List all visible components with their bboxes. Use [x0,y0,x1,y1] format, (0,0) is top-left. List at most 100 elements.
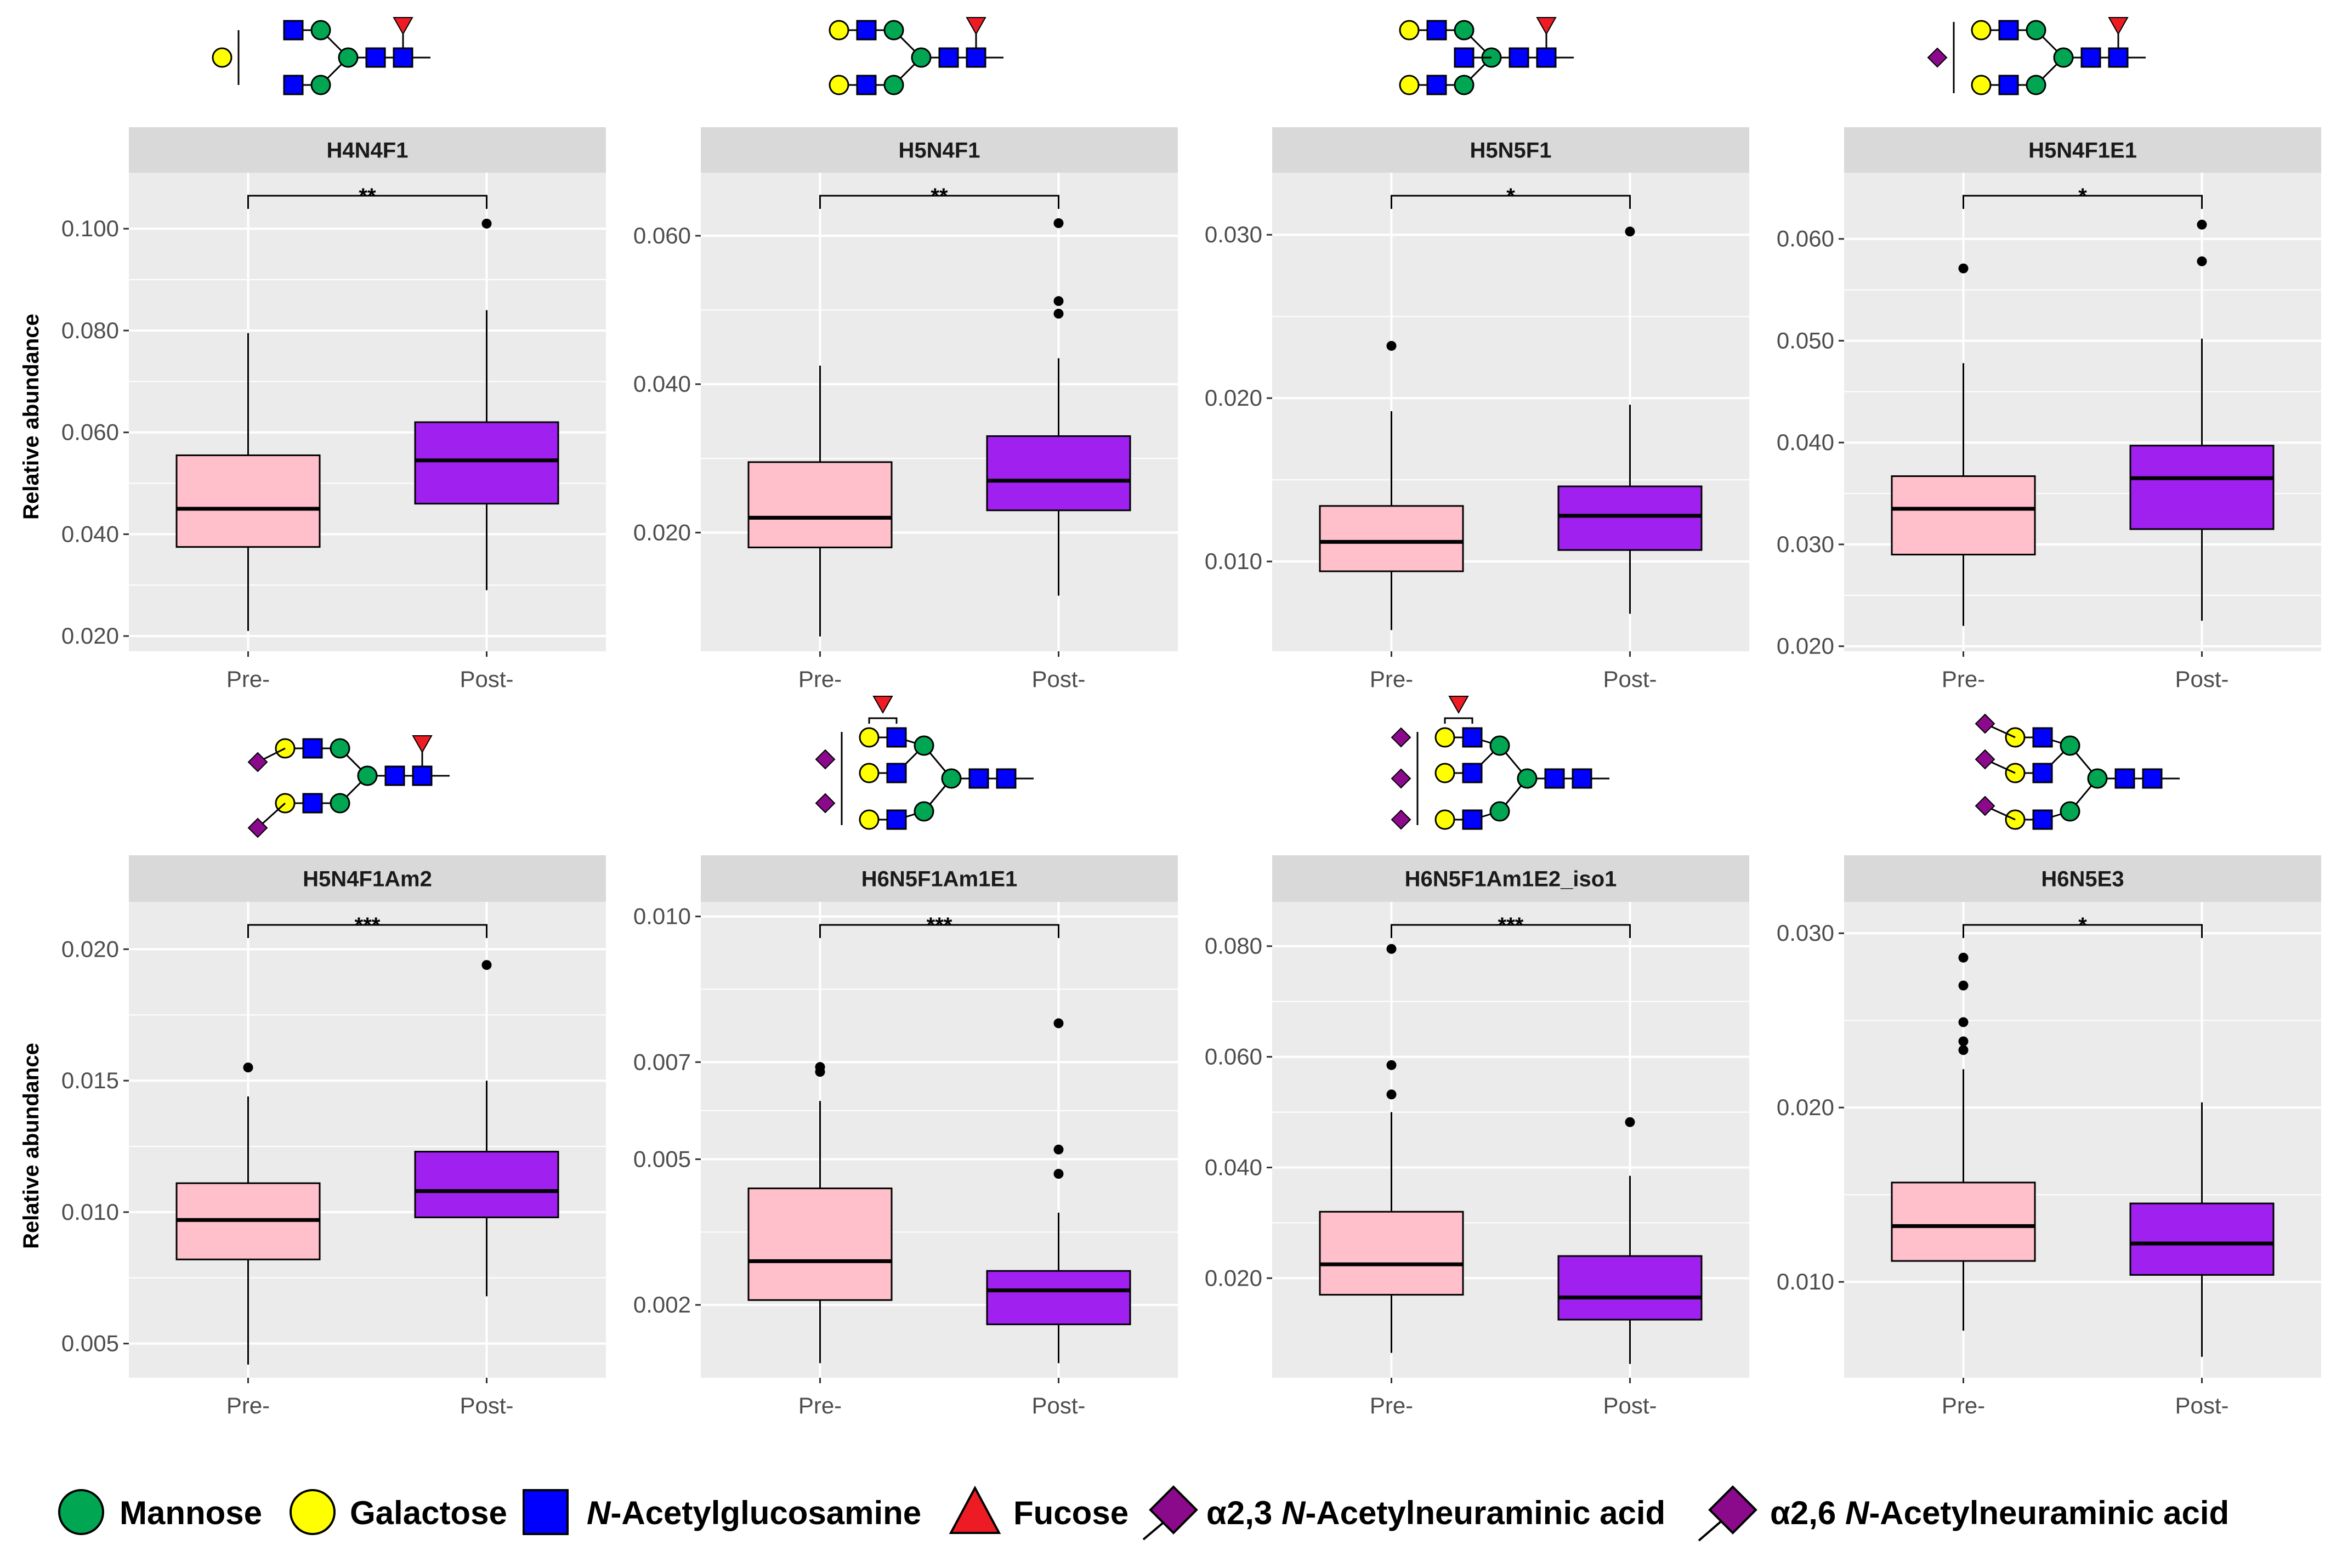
neuac-icon [1975,713,1995,734]
glcnac-icon [302,738,323,759]
neuac-icon [815,749,836,770]
neuac-icon [1391,768,1411,789]
triantennary-trisialylated-antenna-fucosylated-glycan-icon [1391,696,1609,830]
mannose-icon [2060,801,2080,822]
boxplot-pre [175,1063,321,1365]
fucose-bracket [868,717,898,724]
neuac-icon [247,752,268,772]
neuac-icon [1927,47,1948,68]
facet-strip [1272,855,1749,902]
neuac-icon [1975,749,1995,770]
facet-strip [129,127,606,173]
significance-label: *** [1498,913,1524,938]
significance-label: ** [931,184,948,208]
outlier-point [1053,1144,1064,1155]
mannose-icon [883,75,904,95]
fucose-icon [2108,17,2129,36]
y-tick-label: 0.040 [61,521,119,547]
y-tick-label: 0.015 [61,1067,119,1093]
bisected-digalactosylated-core-fucosylated-glycan-icon [1399,17,1574,95]
iqr-box [1557,485,1703,551]
facet-title: H6N5F1Am1E2_iso1 [1405,867,1617,891]
panel-h4n4f1: H4N4F1 0.020 0.040 0.060 0.080 0.100 ** Pre- Pos… [61,127,606,692]
legend-fucose-label: Fucose [1013,1495,1129,1531]
disialylated-a23-core-fucosylated-glycan-icon [247,735,450,838]
y-tick-label: 0.060 [1777,226,1834,252]
a26-neuac-icon [1708,1485,1757,1535]
facet-strip [1844,855,2321,902]
boxplot-post [1557,1117,1703,1364]
galactose-icon [829,20,849,41]
significance-bracket [247,924,487,938]
glcnac-icon [393,47,413,68]
mannose-icon [911,47,932,68]
mannose-icon [883,20,904,41]
mannose-icon [2026,75,2046,95]
facet-title: H4N4F1 [327,139,409,163]
iqr-box [414,421,559,505]
legend-glcnac: N-Acetylglucosamine [523,1489,921,1535]
outlier-point [1053,1018,1064,1029]
mannose-icon [2060,735,2080,756]
outlier-point [481,960,492,970]
mannose-icon [330,793,350,814]
mannose-icon [58,1489,104,1535]
significance-bracket [247,195,487,209]
significance-label: *** [927,913,952,938]
outlier-point [481,218,492,229]
iqr-box [747,1188,893,1301]
fucose-icon [949,1485,1001,1534]
y-tick-label: 0.080 [61,317,119,343]
mannose-icon [2026,20,2046,41]
y-tick-label: 0.020 [1777,1094,1834,1120]
x-tick-label: Pre- [226,666,270,692]
y-tick-label: 0.010 [1777,1269,1834,1294]
boxplot-post [2129,219,2275,621]
galactose-icon [859,727,880,748]
fucose-icon [393,17,413,36]
glcnac-icon [886,809,907,830]
significance-bracket [1391,924,1631,938]
glcnac-icon [1509,47,1529,68]
mannose-icon [941,768,962,789]
fucose-icon [872,696,893,714]
panel-h5n5f1: H5N5F1 0.010 0.020 0.030 * Pre- Post- [1205,127,1749,692]
legend-glcnac-label: N-Acetylglucosamine [587,1495,921,1531]
fucose-bracket [1444,717,1473,724]
y-tick-label: 0.040 [1205,1154,1262,1180]
y-tick-label: 0.020 [633,519,691,545]
galactose-icon [1399,75,1420,95]
glcnac-icon [1998,20,2019,41]
boxplot-pre [747,1062,893,1364]
legend-fucose: Fucose [949,1485,1129,1534]
significance-bracket [819,195,1059,209]
glcnac-icon [1426,75,1447,95]
fucose-icon [966,17,986,36]
panel-h6n5e3: H6N5E3 0.010 0.020 0.030 * Pre- Post- [1777,855,2321,1418]
x-tick-label: Pre- [226,1393,270,1418]
glcnac-icon [2032,727,2053,748]
facet-strip [129,855,606,902]
facet-title: H5N4F1 [899,139,980,163]
mannose-icon [357,765,378,786]
glcnac-icon [523,1489,569,1535]
facet-title: H5N4F1Am2 [303,867,432,891]
y-tick-label: 0.100 [61,215,119,241]
x-tick-label: Pre- [1370,1393,1413,1418]
iqr-box [175,454,321,548]
a23-neuac-icon [1149,1485,1198,1535]
significance-bracket [1963,924,2203,938]
y-tick-label: 0.030 [1777,920,1834,946]
iqr-box [1891,475,2036,556]
galactose-icon [290,1489,336,1535]
boxplot-post [2129,1102,2275,1357]
glcnac-icon [886,727,907,748]
legend-galactose: Galactose [290,1489,507,1535]
significance-label: *** [355,913,381,938]
outlier-point [1053,1169,1064,1179]
iqr-box [2129,1202,2275,1276]
glcnac-icon [283,75,304,95]
glcnac-icon [2108,47,2129,68]
